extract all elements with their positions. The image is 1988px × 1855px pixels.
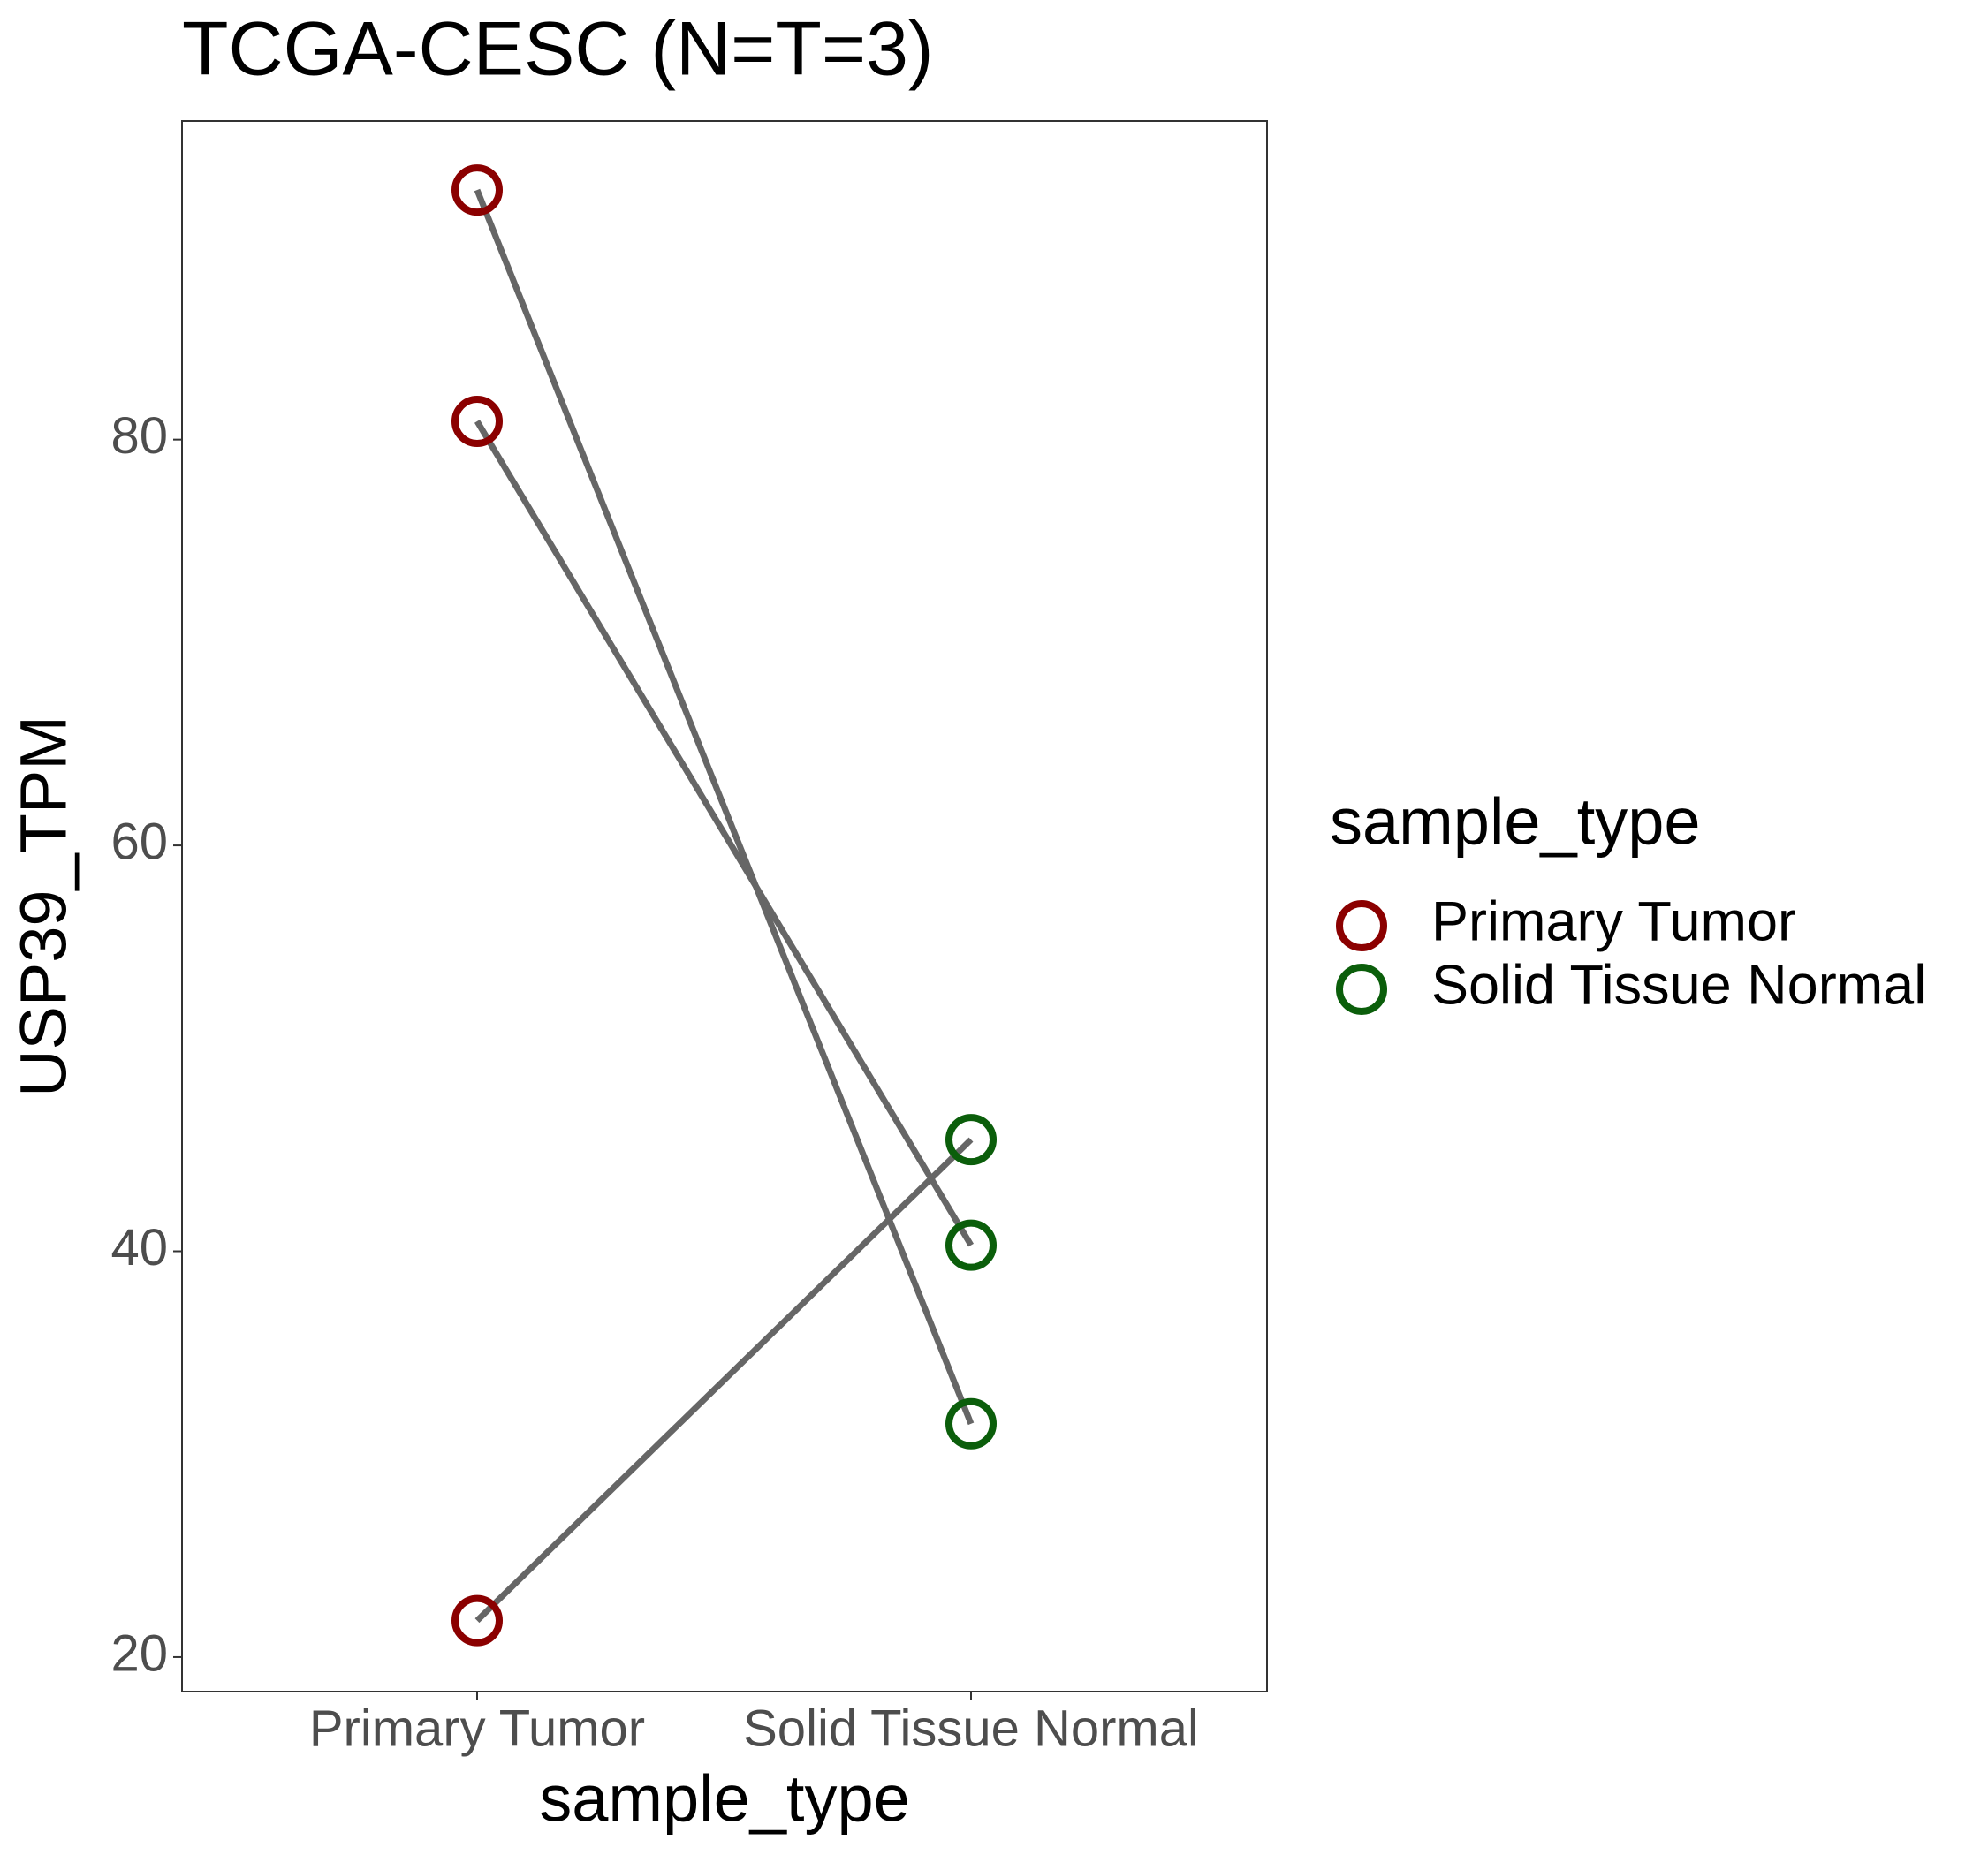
pair-line <box>474 1137 974 1624</box>
y-tick-label: 40 <box>110 1219 168 1276</box>
point <box>945 1219 997 1271</box>
point <box>451 164 503 216</box>
pair-line <box>474 420 975 1247</box>
chart-title: TCGA-CESC (N=T=3) <box>182 7 934 92</box>
legend-label: Primary Tumor <box>1431 891 1796 953</box>
legend-key <box>1336 964 1387 1015</box>
x-axis-title: sample_type <box>539 1762 910 1836</box>
point <box>945 1397 997 1450</box>
point <box>451 1594 503 1647</box>
x-tick-label: Solid Tissue Normal <box>743 1700 1199 1757</box>
point <box>451 395 503 447</box>
legend-key <box>1336 900 1387 951</box>
y-tick-label: 20 <box>110 1624 168 1682</box>
y-tick-label: 60 <box>110 813 168 870</box>
legend-label: Solid Tissue Normal <box>1431 955 1926 1017</box>
x-tick-label: Primary Tumor <box>309 1700 645 1757</box>
pair-line <box>474 188 975 1426</box>
point <box>945 1114 997 1166</box>
y-axis-title: USP39_TPM <box>7 716 80 1097</box>
panel-border <box>181 120 1268 1692</box>
legend-title: sample_type <box>1330 785 1701 859</box>
y-tick-label: 80 <box>110 407 168 465</box>
